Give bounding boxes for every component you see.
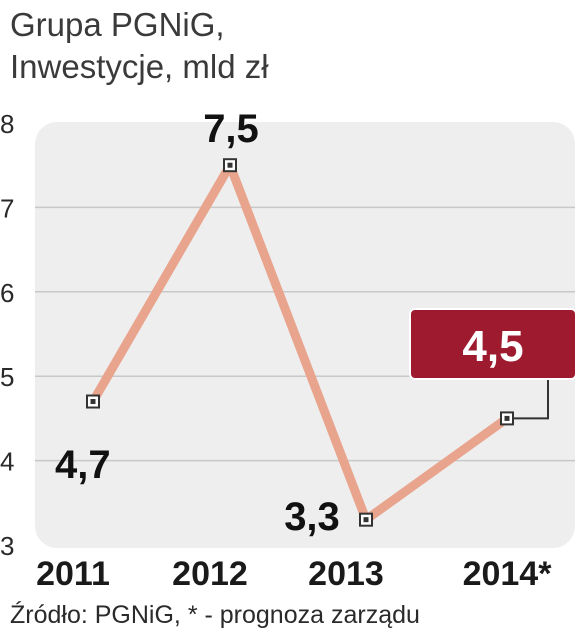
y-tick-label: 3 [0,531,14,561]
data-label: 4,7 [55,443,111,487]
highlight-data-label: 4,5 [462,322,523,371]
x-tick-label: 2012 [172,555,248,593]
series-line [88,160,512,525]
line-chart: 3 4 5 6 7 8 4,7 7,5 3,3 4,5 2011 2012 2013 2014* [0,107,577,593]
y-tick-label: 8 [0,109,14,139]
x-tick-label: 2013 [308,555,384,593]
highlight-value-box [409,308,577,380]
data-point-marker-center [90,399,96,405]
data-point-marker-center [504,415,510,421]
x-tick-label: 2014* [463,555,553,593]
y-tick-label: 5 [0,362,14,392]
data-point-marker-center [227,162,233,168]
data-label: 7,5 [203,107,259,151]
y-tick-label: 7 [0,193,14,223]
y-tick-label: 6 [0,278,14,308]
callout-connector [512,378,549,420]
source-note: Źródło: PGNiG, * - prognoza zarządu [10,601,420,629]
chart-title-line-1: Grupa PGNiG, [10,6,225,43]
plot-area [35,122,575,548]
data-label: 3,3 [284,495,340,539]
chart-title: Grupa PGNiG, Inwestycje, mld zł [10,4,269,88]
y-tick-label: 4 [0,447,14,477]
chart-title-line-2: Inwestycje, mld zł [10,48,269,85]
data-point-marker-center [363,517,369,523]
x-tick-label: 2011 [36,555,110,593]
